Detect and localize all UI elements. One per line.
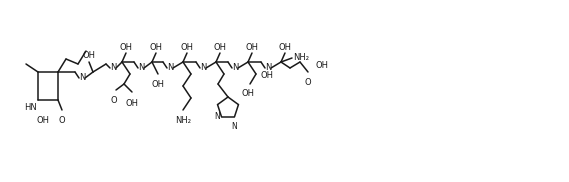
Text: O: O <box>111 96 117 105</box>
Text: OH: OH <box>151 80 164 89</box>
Text: N: N <box>232 64 238 72</box>
Text: O: O <box>59 116 65 125</box>
Text: N: N <box>265 64 271 72</box>
Text: OH: OH <box>119 43 133 52</box>
Text: NH₂: NH₂ <box>293 54 309 62</box>
Text: OH: OH <box>213 43 226 52</box>
Text: N: N <box>200 64 206 72</box>
Text: N: N <box>214 112 220 121</box>
Text: OH: OH <box>245 43 258 52</box>
Text: HN: HN <box>24 103 37 112</box>
Text: OH: OH <box>180 43 193 52</box>
Text: OH: OH <box>36 116 50 125</box>
Text: OH: OH <box>316 62 329 70</box>
Text: OH: OH <box>278 43 291 52</box>
Text: N: N <box>232 122 237 131</box>
Text: OH: OH <box>83 51 96 60</box>
Text: N: N <box>110 64 116 72</box>
Text: OH: OH <box>150 43 163 52</box>
Text: NH₂: NH₂ <box>175 116 191 125</box>
Text: OH: OH <box>261 72 274 80</box>
Text: OH: OH <box>241 89 254 98</box>
Text: O: O <box>304 78 311 87</box>
Text: N: N <box>79 74 85 82</box>
Text: N: N <box>138 64 144 72</box>
Text: N: N <box>167 64 173 72</box>
Text: OH: OH <box>126 99 138 108</box>
